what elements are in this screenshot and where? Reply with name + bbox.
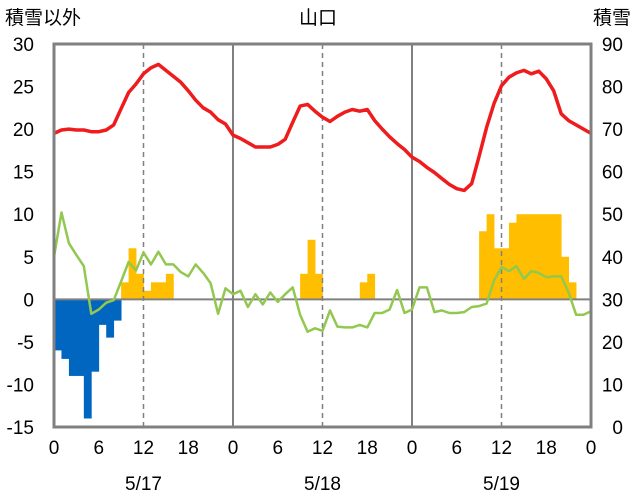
- right-axis-label: 積雪: [593, 7, 631, 29]
- x-tick-label: 6: [93, 438, 104, 459]
- chart-title: 山口: [299, 7, 337, 29]
- left-tick-label: -15: [7, 418, 34, 439]
- bar-0-h68: [561, 256, 570, 300]
- date-label: 5/18: [304, 474, 341, 495]
- line-series-1: [52, 211, 592, 333]
- bar-0-h63: [523, 214, 532, 300]
- tick-labels: 302520151050-5-10-1590807060504030201000…: [7, 35, 623, 495]
- line-series-0: [53, 62, 592, 193]
- x-tick-label: 6: [272, 438, 283, 459]
- bar-0-h61: [508, 222, 517, 300]
- bar-1-h3: [76, 299, 85, 376]
- left-tick-label: 5: [23, 248, 34, 269]
- x-tick-label: 12: [133, 438, 154, 459]
- bar-1-h1: [61, 299, 70, 359]
- right-tick-label: 50: [602, 205, 623, 226]
- right-tick-label: 0: [612, 418, 623, 439]
- left-tick-label: 30: [13, 35, 34, 56]
- bar-0-h67: [553, 214, 562, 300]
- plot-frame: [52, 42, 593, 429]
- x-tick-label: 0: [407, 438, 418, 459]
- bar-0-h41: [359, 282, 368, 300]
- bar-1-h2: [68, 299, 77, 376]
- bar-0-h35: [315, 273, 323, 300]
- bar-0-h34: [307, 239, 316, 300]
- bar-0-h57: [479, 231, 487, 300]
- right-tick-label: 80: [602, 78, 623, 99]
- left-tick-label: 0: [23, 290, 34, 311]
- bar-0-h12: [143, 290, 152, 300]
- right-tick-label: 90: [602, 35, 623, 56]
- bar-1-h6: [98, 299, 107, 325]
- bar-1-h5: [91, 299, 100, 372]
- x-tick-label: 12: [312, 438, 333, 459]
- bar-0-h33: [300, 273, 308, 300]
- date-label: 5/19: [483, 474, 520, 495]
- left-tick-label: -5: [17, 333, 34, 354]
- x-tick-label: 18: [178, 438, 199, 459]
- x-tick-label: 6: [451, 438, 462, 459]
- plot-border: [52, 42, 593, 429]
- left-axis-label: 積雪以外: [5, 7, 81, 29]
- x-tick-label: 12: [491, 438, 512, 459]
- left-tick-label: 20: [13, 120, 34, 141]
- left-tick-label: -10: [7, 375, 34, 396]
- x-tick-label: 18: [536, 438, 557, 459]
- bar-0-h64: [531, 214, 540, 300]
- x-tick-label: 0: [228, 438, 239, 459]
- bar-series: [54, 214, 577, 419]
- bar-0-h60: [501, 248, 510, 300]
- bar-0-h13: [150, 282, 159, 300]
- x-tick-label: 18: [357, 438, 378, 459]
- grid-lines: [54, 44, 591, 427]
- bar-0-h15: [165, 273, 174, 300]
- right-tick-label: 60: [602, 163, 623, 184]
- x-tick-label: 0: [49, 438, 60, 459]
- bar-0-h10: [128, 248, 137, 300]
- left-tick-label: 10: [13, 205, 34, 226]
- bar-0-h11: [136, 273, 144, 300]
- bar-0-h66: [546, 214, 555, 300]
- date-label: 5/17: [125, 474, 162, 495]
- bar-1-h0: [54, 299, 62, 351]
- right-tick-label: 30: [602, 290, 623, 311]
- bar-0-h62: [516, 214, 525, 300]
- left-tick-label: 15: [13, 163, 34, 184]
- bar-1-h4: [83, 299, 92, 419]
- right-tick-label: 10: [602, 375, 623, 396]
- bar-1-h8: [113, 299, 122, 321]
- bar-0-h9: [121, 282, 129, 300]
- right-tick-label: 20: [602, 333, 623, 354]
- bar-0-h14: [158, 282, 167, 300]
- bar-0-h58: [486, 214, 495, 300]
- left-tick-label: 25: [13, 78, 34, 99]
- bar-0-h69: [568, 282, 577, 300]
- right-tick-label: 70: [602, 120, 623, 141]
- bar-1-h7: [106, 299, 115, 338]
- bar-0-h42: [367, 273, 376, 300]
- x-tick-label: 0: [586, 438, 597, 459]
- line-series: [52, 62, 592, 333]
- right-tick-label: 40: [602, 248, 623, 269]
- bar-0-h65: [538, 214, 547, 300]
